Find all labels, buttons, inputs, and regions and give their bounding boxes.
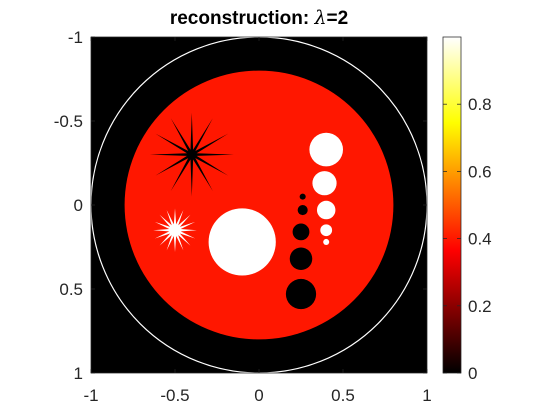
y-axis: -1 -0.5 0 0.5 1 <box>54 28 427 383</box>
dark-dot-1 <box>299 193 306 200</box>
x-axis: -1 -0.5 0 0.5 1 <box>83 37 432 405</box>
plot-frame <box>90 36 428 374</box>
colorbar: 0 0.2 0.4 0.6 0.8 <box>442 36 492 383</box>
title-suffix: =2 <box>327 8 349 29</box>
dark-dot-3 <box>292 223 310 241</box>
plot-area: -1 -0.5 0 0.5 1 -1 -0.5 0 0.5 1 <box>54 28 432 405</box>
dark-dot-2 <box>297 205 308 216</box>
dark-dot-5 <box>285 278 317 310</box>
y-tick-label: -0.5 <box>54 112 83 131</box>
bright-dot-1 <box>309 132 344 167</box>
title-lambda-symbol: λ <box>313 7 326 29</box>
x-tick-label: -0.5 <box>160 386 189 405</box>
bright-star <box>153 208 197 253</box>
title-prefix: reconstruction: <box>170 8 315 29</box>
colorbar-tick-label: 0.8 <box>468 95 492 114</box>
x-tick-label: 0.5 <box>331 386 355 405</box>
dark-dot-4 <box>289 247 313 271</box>
x-tick-label: 0 <box>254 386 263 405</box>
y-tick-label: -1 <box>68 28 83 47</box>
colorbar-tick-label: 0.2 <box>468 297 492 316</box>
x-tick-label: 1 <box>422 386 431 405</box>
bright-dot-4 <box>320 224 333 237</box>
y-tick-label: 1 <box>74 364 83 383</box>
dark-star <box>149 112 234 197</box>
colorbar-axis: 0 0.2 0.4 0.6 0.8 <box>443 95 492 383</box>
colorbar-tick-label: 0 <box>468 364 477 383</box>
bright-dot-3 <box>316 200 336 220</box>
colorbar-tick-label: 0.6 <box>468 162 492 181</box>
y-tick-label: 0 <box>74 196 83 215</box>
bright-dot-5 <box>323 238 330 245</box>
colorbar-gradient <box>442 36 462 374</box>
colorbar-tick-label: 0.4 <box>468 230 492 249</box>
phantom-disc <box>124 70 394 340</box>
x-tick-label: -1 <box>83 386 98 405</box>
chart-title: reconstruction: λ=2 <box>170 7 348 29</box>
large-bright-disc <box>208 208 276 276</box>
image-layer <box>91 37 427 373</box>
y-tick-label: 0.5 <box>59 280 83 299</box>
bright-dot-2 <box>312 171 337 196</box>
